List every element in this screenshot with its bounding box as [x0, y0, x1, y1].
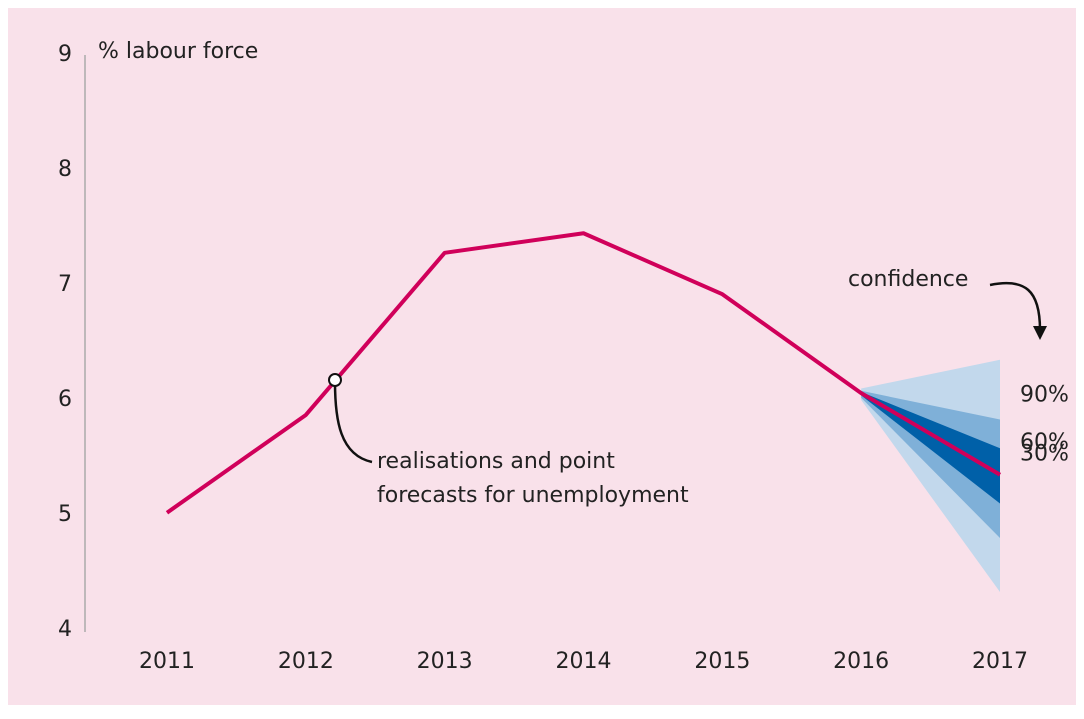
leader — [333, 381, 373, 464]
band-label: 30% — [1020, 441, 1069, 466]
y-tick-label: 5 — [58, 502, 72, 527]
y-tick-label: 8 — [58, 157, 72, 182]
y-axis-label: % labour force — [98, 39, 258, 64]
x-tick-label: 2017 — [972, 649, 1028, 674]
series-line — [165, 231, 1002, 515]
x-tick-label: 2013 — [417, 649, 473, 674]
y-tick-label: 4 — [58, 617, 72, 642]
y-tick-label: 7 — [58, 272, 72, 297]
x-tick-label: 2014 — [556, 649, 612, 674]
confidence-band — [861, 391, 1000, 504]
annotation: realisations and point — [377, 449, 615, 474]
background — [8, 8, 1076, 705]
band-label: 90% — [1020, 383, 1069, 408]
y-tick-label: 6 — [58, 387, 72, 412]
y-tick-label: 9 — [58, 42, 72, 67]
x-tick-label: 2015 — [694, 649, 750, 674]
annotation-marker — [328, 373, 342, 387]
x-tick-label: 2011 — [139, 649, 195, 674]
annotation: confidence — [848, 267, 968, 292]
arrow-head — [1033, 326, 1047, 340]
arrow — [989, 281, 1042, 331]
confidence-band — [861, 390, 1000, 538]
x-tick-label: 2012 — [278, 649, 334, 674]
x-tick-label: 2016 — [833, 649, 889, 674]
band-label: 60% — [1020, 430, 1069, 455]
annotation: forecasts for unemployment — [377, 483, 689, 508]
